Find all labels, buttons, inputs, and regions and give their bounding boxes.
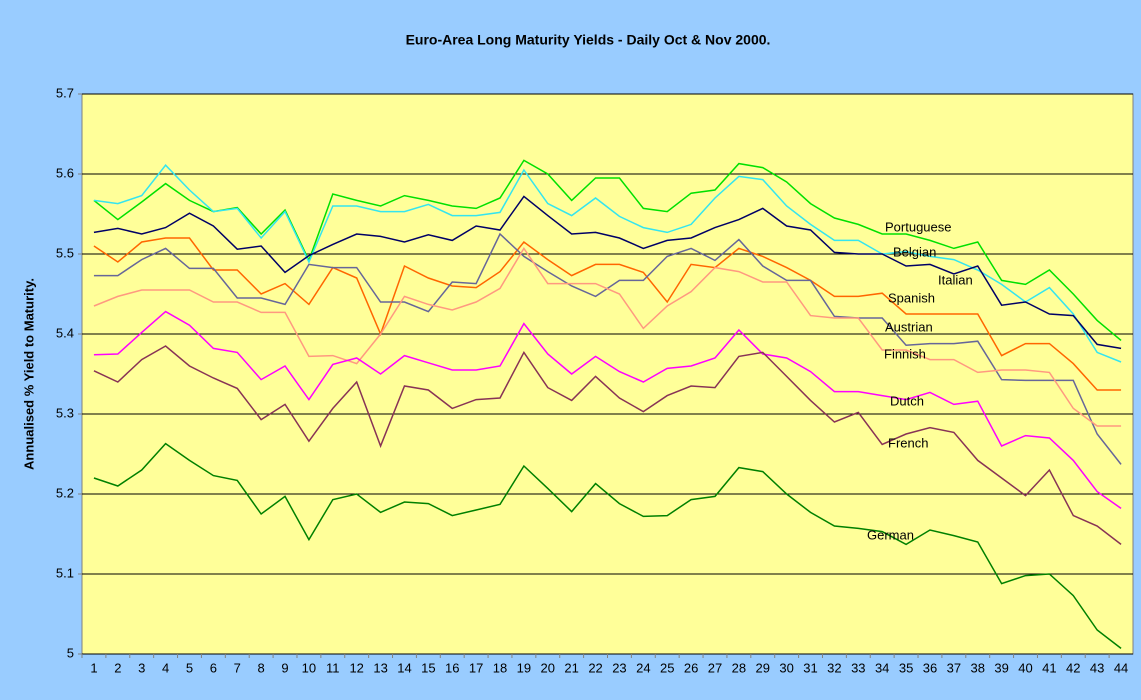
- y-tick-label: 5: [67, 645, 74, 660]
- x-tick-label: 28: [732, 660, 746, 675]
- x-tick-label: 33: [851, 660, 865, 675]
- series-label: Italian: [938, 272, 973, 287]
- y-tick-label: 5.1: [56, 565, 74, 580]
- x-tick-label: 38: [971, 660, 985, 675]
- x-tick-label: 39: [994, 660, 1008, 675]
- x-tick-label: 44: [1114, 660, 1128, 675]
- series-line: [93, 195, 1122, 350]
- x-tick-label: 14: [397, 660, 411, 675]
- series-label: Dutch: [890, 393, 924, 408]
- x-tick-label: 9: [281, 660, 288, 675]
- x-tick-label: 26: [684, 660, 698, 675]
- x-tick-label: 36: [923, 660, 937, 675]
- x-tick-label: 16: [445, 660, 459, 675]
- y-tick-label: 5.5: [56, 245, 74, 260]
- series-label: Belgian: [893, 244, 936, 259]
- y-tick-label: 5.4: [56, 325, 74, 340]
- x-tick-label: 2: [114, 660, 121, 675]
- x-tick-label: 40: [1018, 660, 1032, 675]
- x-tick-label: 5: [186, 660, 193, 675]
- x-tick-label: 17: [469, 660, 483, 675]
- x-tick-label: 4: [162, 660, 169, 675]
- x-tick-label: 29: [756, 660, 770, 675]
- x-tick-label: 18: [493, 660, 507, 675]
- x-tick-label: 10: [302, 660, 316, 675]
- series-line: [93, 442, 1122, 649]
- y-tick-label: 5.7: [56, 85, 74, 100]
- series-line: [93, 159, 1122, 341]
- x-tick-label: 35: [899, 660, 913, 675]
- x-tick-label: 7: [234, 660, 241, 675]
- x-tick-label: 30: [779, 660, 793, 675]
- series-label: French: [888, 435, 928, 450]
- x-tick-label: 11: [326, 660, 340, 675]
- series-line: [93, 237, 1122, 391]
- x-tick-label: 1: [90, 660, 97, 675]
- x-tick-label: 31: [803, 660, 817, 675]
- x-tick-label: 3: [138, 660, 145, 675]
- x-tick-label: 21: [564, 660, 578, 675]
- x-tick-label: 20: [541, 660, 555, 675]
- x-tick-label: 13: [373, 660, 387, 675]
- series-line: [93, 310, 1122, 510]
- x-tick-label: 15: [421, 660, 435, 675]
- x-tick-label: 27: [708, 660, 722, 675]
- y-tick-label: 5.2: [56, 485, 74, 500]
- series-label: German: [867, 527, 914, 542]
- x-tick-label: 24: [636, 660, 650, 675]
- chart-title: Euro-Area Long Maturity Yields - Daily O…: [406, 32, 771, 48]
- x-tick-label: 37: [947, 660, 961, 675]
- series-label: Portuguese: [885, 219, 952, 234]
- x-tick-label: 43: [1090, 660, 1104, 675]
- x-tick-label: 34: [875, 660, 889, 675]
- x-tick-label: 12: [349, 660, 363, 675]
- y-tick-label: 5.3: [56, 405, 74, 420]
- series-line: [93, 247, 1122, 427]
- series-label: Spanish: [888, 290, 935, 305]
- series-label: Finnish: [884, 346, 926, 361]
- x-tick-label: 8: [258, 660, 265, 675]
- x-tick-label: 6: [210, 660, 217, 675]
- series-line: [93, 345, 1122, 545]
- y-tick-label: 5.6: [56, 165, 74, 180]
- series-line: [93, 164, 1122, 363]
- series-label: Austrian: [885, 319, 933, 334]
- y-axis-label: Annualised % Yield to Maturity.: [21, 278, 36, 470]
- x-tick-label: 41: [1042, 660, 1056, 675]
- x-tick-label: 22: [588, 660, 602, 675]
- x-tick-label: 19: [517, 660, 531, 675]
- x-tick-label: 32: [827, 660, 841, 675]
- x-tick-label: 42: [1066, 660, 1080, 675]
- x-tick-label: 25: [660, 660, 674, 675]
- x-tick-label: 23: [612, 660, 626, 675]
